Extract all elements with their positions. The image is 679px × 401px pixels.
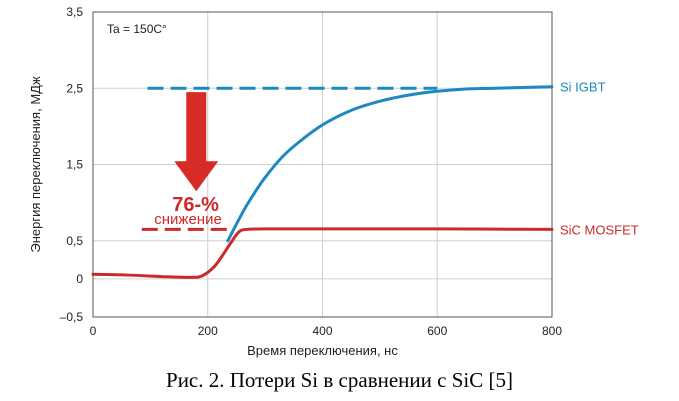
y-tick-label: 3,5 bbox=[66, 5, 83, 19]
series-label-sic-mosfet: SiC MOSFET bbox=[560, 222, 639, 237]
series-label-si-igbt: Si IGBT bbox=[560, 80, 606, 95]
y-tick-labels: 3,5 2,5 1,5 0,5 0 –0,5 bbox=[60, 5, 84, 324]
y-tick-label: 0,5 bbox=[66, 234, 83, 248]
reduction-text: снижение bbox=[154, 211, 222, 228]
x-tick-labels: 0 200 400 600 800 bbox=[90, 324, 563, 338]
condition-label: Ta = 150C° bbox=[107, 22, 167, 36]
reduction-value: 76-% bbox=[172, 194, 219, 216]
x-tick-label: 400 bbox=[312, 324, 332, 338]
series-line-sic-mosfet bbox=[91, 227, 554, 279]
x-tick-label: 0 bbox=[90, 324, 97, 338]
arrow-shape bbox=[174, 92, 219, 192]
x-axis-title: Время переключения, нс bbox=[247, 343, 398, 358]
y-tick-label: –0,5 bbox=[60, 310, 84, 324]
x-tick-label: 200 bbox=[198, 324, 218, 338]
figure-caption: Рис. 2. Потери Si в сравнении с SiC [5] bbox=[166, 368, 513, 392]
y-tick-label: 0 bbox=[76, 272, 83, 286]
series-line-si-igbt bbox=[226, 85, 554, 243]
reduction-arrow bbox=[174, 92, 219, 192]
x-tick-label: 600 bbox=[427, 324, 447, 338]
x-tick-label: 800 bbox=[542, 324, 562, 338]
reference-lines bbox=[141, 86, 438, 231]
y-tick-label: 2,5 bbox=[66, 81, 83, 95]
series-lines bbox=[91, 85, 554, 279]
y-tick-label: 1,5 bbox=[66, 158, 83, 172]
gridlines bbox=[92, 11, 553, 318]
plot-area bbox=[92, 11, 553, 318]
plot-border bbox=[92, 11, 553, 318]
y-axis-title: Энергия переключения, МДж bbox=[28, 76, 43, 253]
